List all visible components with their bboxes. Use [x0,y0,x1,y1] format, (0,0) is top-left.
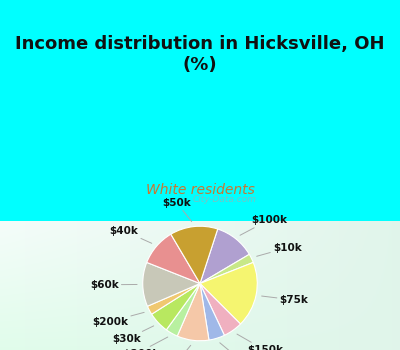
Wedge shape [166,284,200,336]
Wedge shape [148,284,200,314]
Text: $40k: $40k [109,226,152,243]
Text: $150k: $150k [237,334,283,350]
Text: $10k: $10k [257,243,302,256]
Wedge shape [171,226,218,284]
Text: $30k: $30k [112,326,154,344]
Wedge shape [143,262,200,306]
Wedge shape [152,284,200,330]
Wedge shape [200,229,249,284]
Text: $100k: $100k [240,215,287,235]
Text: $20k: $20k [161,345,191,350]
Wedge shape [177,284,209,341]
Text: White residents: White residents [146,183,254,197]
Text: $125k: $125k [220,343,260,350]
Text: $50k: $50k [162,198,192,222]
Text: City-Data.com: City-Data.com [192,195,256,204]
Wedge shape [200,262,257,324]
Text: $200k: $200k [92,312,144,327]
Wedge shape [200,284,224,340]
Text: > $200k: > $200k [111,337,168,350]
Wedge shape [200,254,253,284]
Wedge shape [147,234,200,284]
Text: Income distribution in Hicksville, OH
(%): Income distribution in Hicksville, OH (%… [15,35,385,74]
Text: $60k: $60k [90,280,137,290]
Wedge shape [200,284,240,335]
Text: $75k: $75k [262,295,308,305]
